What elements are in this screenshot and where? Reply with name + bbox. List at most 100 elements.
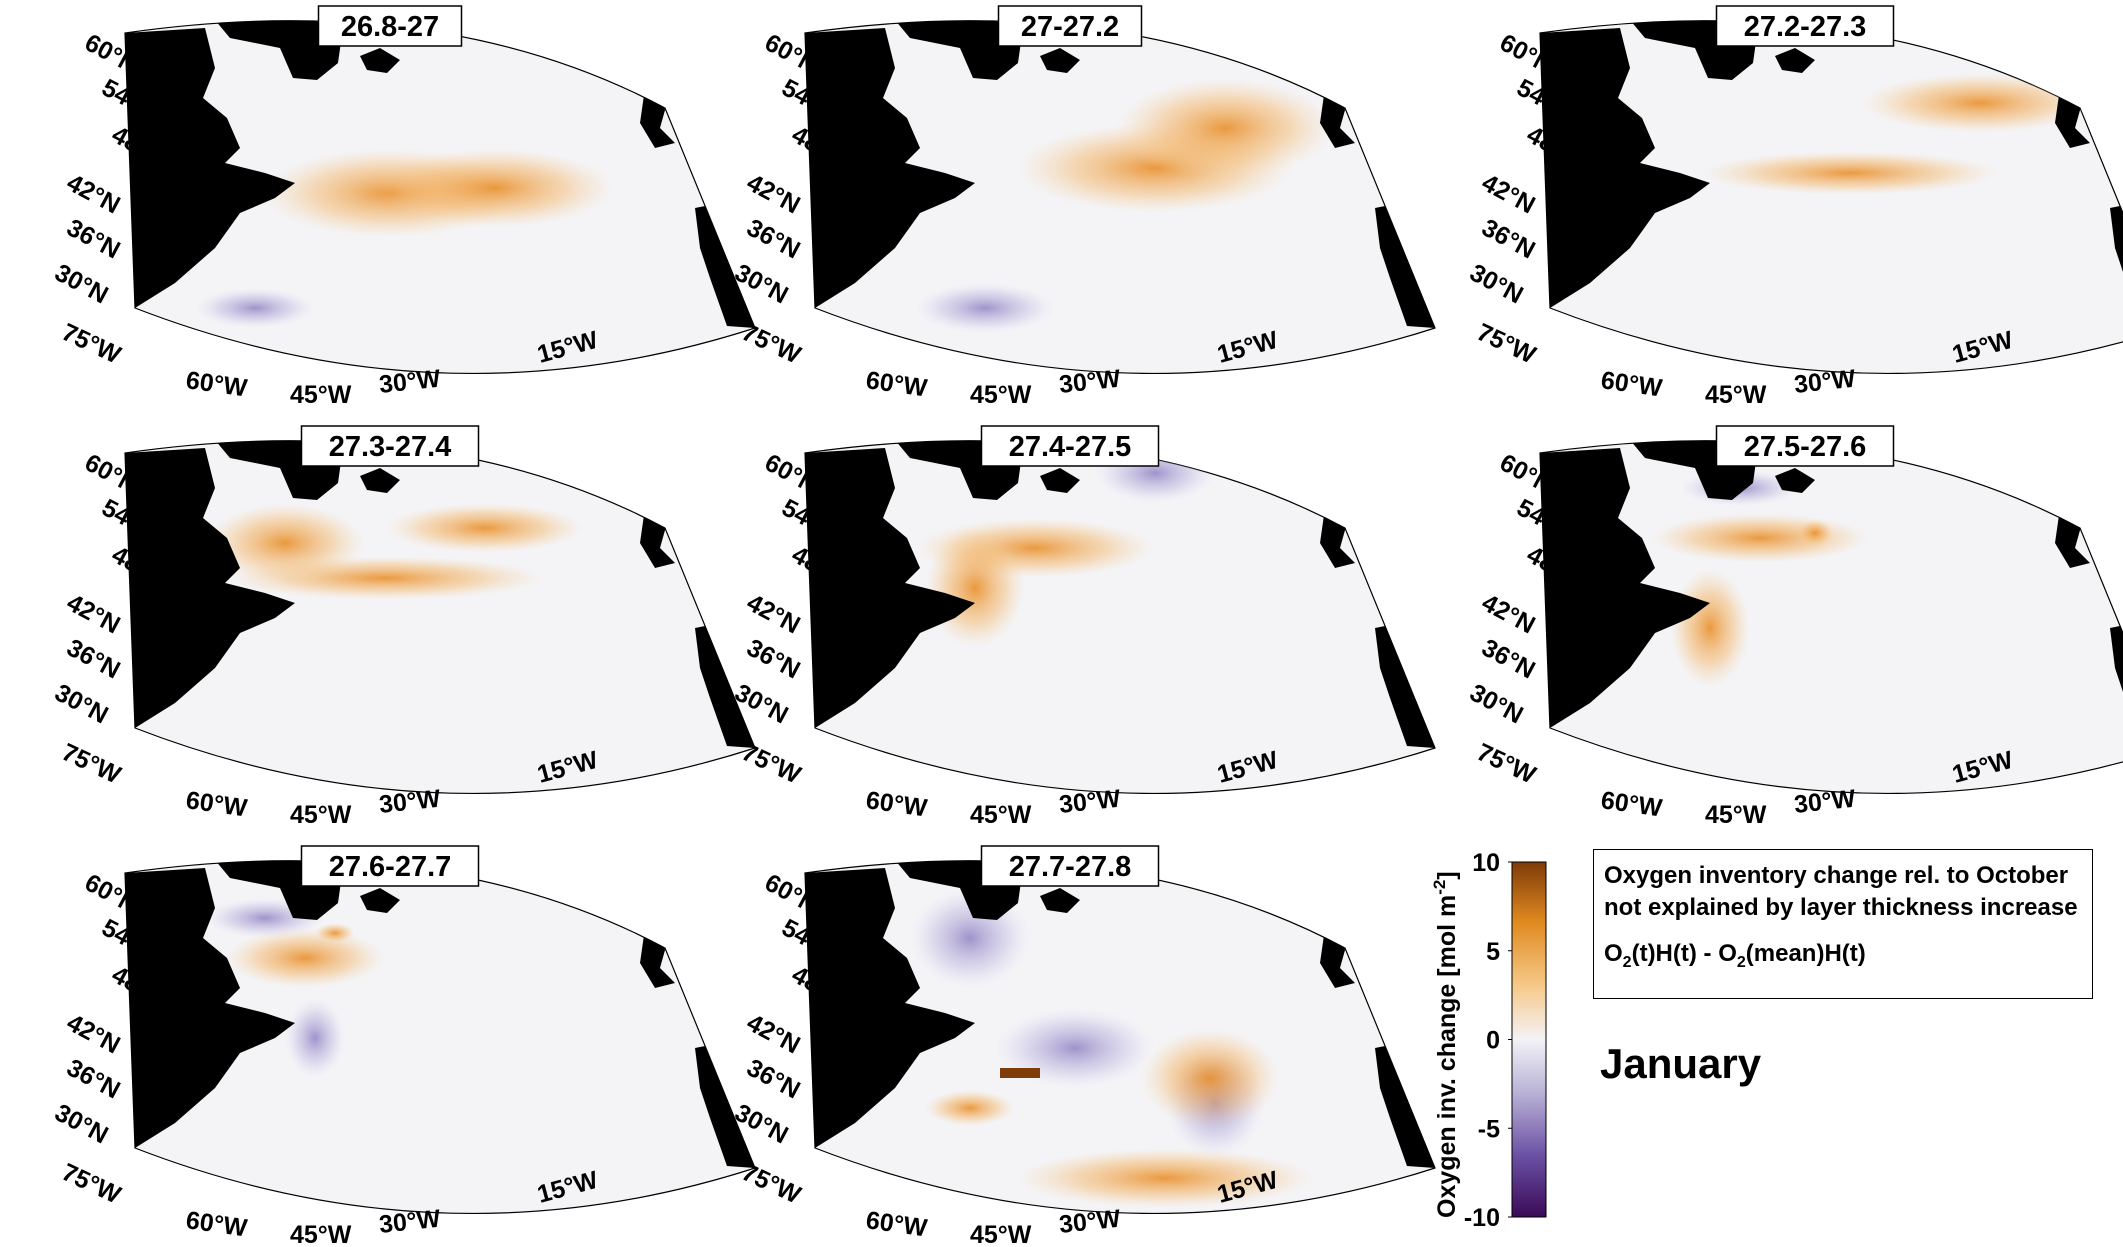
lon-tick-label: 30°W (378, 1205, 442, 1239)
land-north-america (805, 868, 975, 1148)
lat-tick-label: 30°N (1465, 259, 1527, 310)
land-africa (695, 203, 755, 328)
anomaly-patch (1797, 519, 1833, 547)
map-panel: 27-27.260°N54°N48°N42°N36°N30°N75°W60°W 4… (730, 5, 1436, 409)
lat-tick-label: 42°N (62, 1009, 124, 1060)
lon-tick-label: 75°W (57, 318, 125, 369)
lat-tick-label: 36°N (1477, 214, 1539, 265)
panel-title: 27.2-27.3 (1744, 11, 1867, 43)
lon-tick-label: 75°W (1472, 318, 1540, 369)
lon-tick-label: 60°W (864, 366, 929, 402)
lon-tick-label: 60°W (184, 786, 249, 822)
panel-title-box (980, 845, 1160, 887)
lat-tick-label: 42°N (742, 169, 804, 220)
panel-title: 27-27.2 (1021, 11, 1119, 43)
map-panel: 27.5-27.660°N54°N48°N42°N36°N30°N75°W60°… (1465, 425, 2123, 829)
colorbar: 10 5 0 -5 -10 Oxygen inv. change [mol m-2] (1430, 849, 1547, 1232)
panel-title-box (1715, 5, 1895, 47)
colorbar-tick-label: 10 (1472, 849, 1500, 877)
land-africa (1375, 1043, 1435, 1168)
land-iceland (1775, 48, 1815, 73)
anomaly-patch (285, 998, 345, 1078)
anomaly-patch (385, 503, 585, 553)
land-north-america (125, 448, 295, 728)
lon-tick-label: 45°W (290, 801, 352, 829)
panel-title-box (997, 5, 1143, 47)
anomaly-patch (1650, 513, 1870, 563)
lon-tick-label: 60°W (864, 1206, 929, 1242)
land-iceland (1040, 48, 1080, 73)
lon-tick-label: 75°W (737, 318, 805, 369)
lon-tick-label: 60°W (864, 786, 929, 822)
lat-tick-label: 36°N (742, 1054, 804, 1105)
land-africa (695, 623, 755, 748)
panel-title-box (300, 425, 480, 467)
map-panel: 27.6-27.760°N54°N48°N42°N36°N30°N75°W60°… (50, 845, 756, 1247)
panel-title-box (980, 425, 1160, 467)
panel-title-box (300, 845, 480, 887)
colorbar-tick-label: -10 (1464, 1204, 1500, 1232)
land-iceland (360, 48, 400, 73)
map-panel: 27.2-27.360°N54°N48°N42°N36°N30°N75°W60°… (1465, 5, 2123, 409)
land-iceland (360, 468, 400, 493)
anomaly-patch (915, 283, 1055, 333)
lon-tick-label: 30°W (1058, 785, 1122, 819)
lat-tick-label: 42°N (62, 169, 124, 220)
land-africa (695, 1043, 755, 1168)
lon-tick-label: 75°W (57, 1158, 125, 1209)
strong-anomaly-bar (1000, 1068, 1040, 1078)
anomaly-patch (205, 503, 365, 583)
lat-tick-label: 42°N (742, 1009, 804, 1060)
anomaly-patch (1115, 78, 1335, 178)
panel-title-box (1715, 425, 1895, 467)
panel-title: 27.4-27.5 (1009, 431, 1132, 463)
land-greenland (215, 20, 345, 80)
colorbar-label: Oxygen inv. change [mol m-2] (1430, 871, 1461, 1218)
land-iceland (1775, 468, 1815, 493)
lon-tick-label: 45°W (970, 381, 1032, 409)
anomaly-patch (375, 148, 615, 228)
panel-title: 27.6-27.7 (329, 851, 452, 883)
lon-tick-label: 30°W (378, 365, 442, 399)
colorbar-tick-label: -5 (1478, 1115, 1500, 1143)
lon-tick-label: 30°W (1058, 1205, 1122, 1239)
lat-tick-label: 42°N (1477, 589, 1539, 640)
land-north-america (805, 448, 975, 728)
lon-tick-label: 75°W (737, 738, 805, 789)
lon-tick-label: 45°W (970, 1221, 1032, 1247)
legend-box: Oxygen inventory change rel. to October … (1593, 849, 2093, 999)
panel-title-box (317, 5, 463, 47)
anomaly-patch (225, 928, 385, 988)
panel-title: 27.3-27.4 (329, 431, 452, 463)
lat-tick-label: 30°N (50, 1099, 112, 1150)
lon-tick-label: 75°W (57, 738, 125, 789)
lon-tick-label: 30°W (1793, 365, 1857, 399)
colorbar-tick-label: 0 (1486, 1027, 1500, 1055)
lon-tick-label: 30°W (1793, 785, 1857, 819)
lon-tick-label: 60°W (184, 366, 249, 402)
lon-tick-label: 60°W (1599, 786, 1664, 822)
lat-tick-label: 36°N (62, 634, 124, 685)
lat-tick-label: 36°N (62, 1054, 124, 1105)
colorbar-tick-label: 5 (1486, 938, 1500, 966)
map-panel: 27.3-27.460°N54°N48°N42°N36°N30°N75°W60°… (50, 425, 756, 829)
lat-tick-label: 30°N (1465, 679, 1527, 730)
lon-tick-label: 75°W (1472, 738, 1540, 789)
land-north-america (125, 28, 295, 308)
lat-tick-label: 42°N (742, 589, 804, 640)
land-north-america (1540, 28, 1710, 308)
anomaly-patch (925, 528, 1025, 648)
lon-tick-label: 30°W (1058, 365, 1122, 399)
lat-tick-label: 30°N (50, 679, 112, 730)
lon-tick-label: 45°W (970, 801, 1032, 829)
lon-tick-label: 30°W (378, 785, 442, 819)
land-africa (1375, 203, 1435, 328)
lat-tick-label: 42°N (62, 589, 124, 640)
land-iceland (1040, 468, 1080, 493)
lon-tick-label: 60°W (1599, 366, 1664, 402)
anomaly-patch (1670, 568, 1750, 688)
legend-line-2: not explained by layer thickness increas… (1604, 894, 2078, 921)
land-iceland (1040, 888, 1080, 913)
lat-tick-label: 36°N (62, 214, 124, 265)
